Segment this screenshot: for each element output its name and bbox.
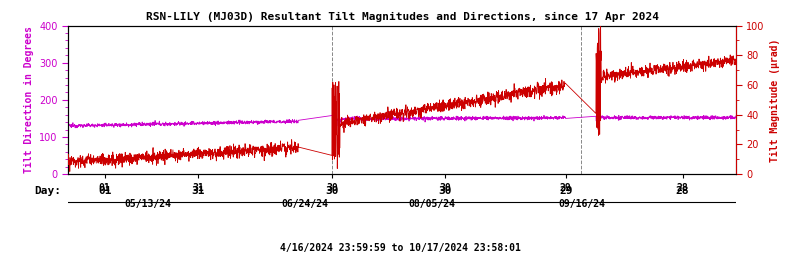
Text: 29: 29 [559, 186, 573, 196]
Text: 01: 01 [98, 186, 111, 196]
Text: 30: 30 [325, 186, 338, 196]
Text: 31: 31 [191, 186, 205, 196]
Text: 4/16/2024 23:59:59 to 10/17/2024 23:58:01: 4/16/2024 23:59:59 to 10/17/2024 23:58:0… [279, 243, 521, 253]
Text: Day:: Day: [34, 186, 62, 196]
Text: 30: 30 [438, 186, 452, 196]
Text: 08/05/24: 08/05/24 [409, 199, 455, 209]
Y-axis label: Tilt Direction in Degrees: Tilt Direction in Degrees [23, 26, 34, 173]
Text: 09/16/24: 09/16/24 [559, 199, 606, 209]
Text: 06/24/24: 06/24/24 [282, 199, 329, 209]
Text: 28: 28 [676, 186, 690, 196]
Title: RSN-LILY (MJ03D) Resultant Tilt Magnitudes and Directions, since 17 Apr 2024: RSN-LILY (MJ03D) Resultant Tilt Magnitud… [146, 12, 658, 22]
Y-axis label: Tilt Magnitude (μrad): Tilt Magnitude (μrad) [770, 38, 780, 162]
Text: 05/13/24: 05/13/24 [125, 199, 172, 209]
